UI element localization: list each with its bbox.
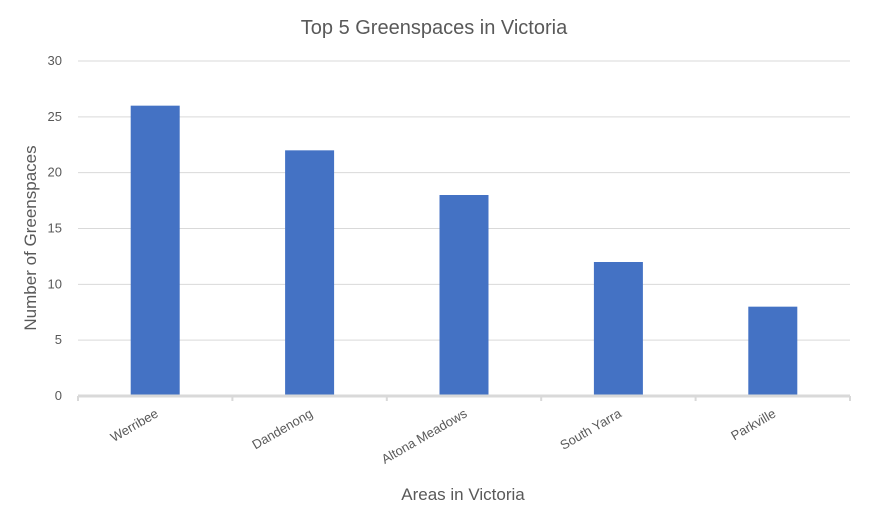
y-tick-label: 15 [48, 221, 62, 236]
y-tick-label: 25 [48, 109, 62, 124]
bar [439, 195, 489, 396]
bars [130, 105, 798, 397]
chart-title: Top 5 Greenspaces in Victoria [301, 17, 568, 39]
x-tick-label: Werribee [108, 406, 161, 445]
x-axis-ticks [77, 396, 851, 401]
x-tick-label: South Yarra [557, 405, 624, 452]
y-axis-title: Number of Greenspaces [21, 145, 40, 330]
y-tick-label: 30 [48, 53, 62, 68]
bar [593, 262, 643, 396]
x-axis-title: Areas in Victoria [401, 485, 525, 504]
bar [285, 150, 335, 396]
x-tick-label: Parkville [728, 406, 778, 444]
y-axis-ticks: 0 5 10 15 20 25 30 [48, 53, 62, 403]
bar [748, 306, 798, 396]
bar [130, 105, 180, 397]
y-tick-label: 10 [48, 276, 62, 291]
x-tick-label: Dandenong [249, 406, 315, 453]
x-axis-labels: Werribee Dandenong Altona Meadows South Yar… [108, 405, 779, 466]
y-tick-label: 5 [55, 332, 62, 347]
y-tick-label: 0 [55, 388, 62, 403]
x-tick-label: Altona Meadows [379, 405, 470, 466]
y-tick-label: 20 [48, 165, 62, 180]
